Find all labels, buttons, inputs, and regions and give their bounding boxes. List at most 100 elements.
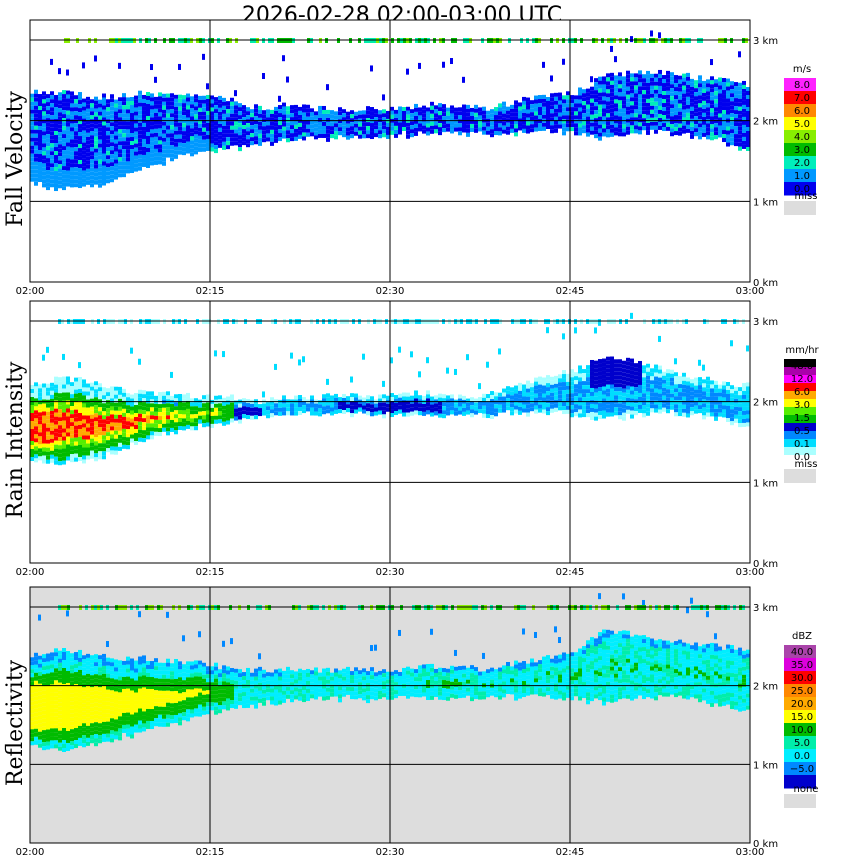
rain-intensity-colorbar-label: 6.0	[794, 387, 810, 398]
rain-intensity-miss-swatch	[784, 469, 816, 483]
reflectivity-colorbar: dBZ 40.0 35.0 30.0 25.0 20.0 15.0 10.0 5.0 0.0 −5.…	[784, 631, 818, 808]
reflectivity-y-tick: 1 km	[753, 760, 778, 771]
fall-velocity-colorbar-unit: m/s	[793, 64, 811, 75]
rain-intensity-colorbar-swatch	[784, 359, 816, 368]
reflectivity-colorbar-swatch	[784, 762, 816, 776]
rain-intensity-colorbar-swatch	[784, 431, 816, 440]
rain-intensity-x-tick: 03:00	[736, 567, 765, 578]
fall-velocity-colorbar-swatch	[784, 91, 816, 105]
reflectivity-x-tick: 02:30	[376, 847, 405, 858]
rain-intensity-panel: 0 km 1 km 2 km 3 km 02:00 02:15 02:30 02:45 03:0…	[3, 300, 820, 578]
fall-velocity-y-tick: 3 km	[753, 36, 778, 47]
fall-velocity-grid	[30, 20, 750, 282]
fall-velocity-colorbar-label: 3.0	[794, 145, 810, 156]
rain-intensity-frame	[29, 300, 751, 564]
fall-velocity-x-tick: 02:30	[376, 286, 405, 297]
fall-velocity-colorbar-swatch	[784, 156, 816, 170]
reflectivity-colorbar-swatch	[784, 697, 816, 711]
fall-velocity-x-tick: 02:15	[196, 286, 225, 297]
reflectivity-colorbar-label: −5.0	[790, 764, 814, 775]
reflectivity-frame	[29, 586, 751, 844]
reflectivity-colorbar-label: 40.0	[791, 647, 813, 658]
rain-intensity-echo-field	[30, 312, 750, 466]
fall-velocity-colorbar-swatch	[784, 104, 816, 118]
reflectivity-colorbar-label: 10.0	[791, 725, 813, 736]
reflectivity-y-tick: 0 km	[753, 839, 778, 850]
reflectivity-grid	[30, 587, 750, 843]
fall-velocity-colorbar-swatch	[784, 143, 816, 157]
reflectivity-colorbar-label: 35.0	[791, 660, 813, 671]
reflectivity-x-tick: 02:00	[16, 847, 45, 858]
rain-intensity-colorbar-swatch	[784, 383, 816, 392]
reflectivity-x-tick: 03:00	[736, 847, 765, 858]
fall-velocity-miss-swatch	[784, 201, 816, 215]
fall-velocity-y-tick: 2 km	[753, 117, 778, 128]
rain-intensity-colorbar-swatch	[784, 439, 816, 448]
rain-intensity-colorbar-label: 12.0	[791, 374, 813, 385]
reflectivity-colorbar-label: 0.0	[794, 751, 810, 762]
reflectivity-y-tick: 2 km	[753, 682, 778, 693]
fall-velocity-colorbar-label: 5.0	[794, 119, 810, 130]
rain-intensity-colorbar-swatch	[784, 391, 816, 400]
fall-velocity-colorbar-swatch	[784, 117, 816, 131]
fall-velocity-colorbar-swatch	[784, 169, 816, 183]
reflectivity-colorbar-swatch	[784, 723, 816, 737]
rain-intensity-colorbar-label: 48.0	[791, 361, 813, 372]
rain-intensity-colorbar-label: 3.0	[794, 400, 810, 411]
reflectivity-colorbar-label: 20.0	[791, 699, 813, 710]
reflectivity-colorbar-swatch	[784, 736, 816, 750]
rain-intensity-y-tick: 0 km	[753, 559, 778, 570]
rain-intensity-colorbar-swatch	[784, 447, 816, 456]
rain-intensity-colorbar-unit: mm/hr	[785, 345, 819, 356]
rain-intensity-colorbar-label: 1.5	[794, 413, 810, 424]
rain-intensity-colorbar-swatch	[784, 367, 816, 376]
reflectivity-panel: 0 km 1 km 2 km 3 km 02:00 02:15 02:30 02:45 03:0…	[3, 586, 818, 858]
fall-velocity-colorbar-label: 7.0	[794, 93, 810, 104]
fall-velocity-miss-label: miss	[795, 191, 818, 202]
fall-velocity-colorbar-label: 0.0	[794, 184, 810, 195]
rain-intensity-colorbar-swatch	[784, 375, 816, 384]
rain-intensity-y-tick: 3 km	[753, 317, 778, 328]
rain-intensity-colorbar-label: 0.5	[794, 426, 810, 437]
reflectivity-colorbar-label: 5.0	[794, 738, 810, 749]
reflectivity-colorbar-swatch	[784, 658, 816, 672]
fall-velocity-y-tick: 1 km	[753, 197, 778, 208]
rain-intensity-colorbar-swatch	[784, 455, 816, 464]
reflectivity-colorbar-label: 30.0	[791, 673, 813, 684]
fall-velocity-y-label: Fall Velocity	[3, 91, 28, 227]
reflectivity-colorbar-swatch	[784, 710, 816, 724]
reflectivity-colorbar-unit: dBZ	[792, 631, 812, 642]
fall-velocity-colorbar-label: 6.0	[794, 106, 810, 117]
reflectivity-colorbar-swatch	[784, 671, 816, 685]
rain-intensity-y-label: Rain Intensity	[3, 361, 28, 518]
rain-intensity-colorbar-swatch	[784, 407, 816, 416]
rain-intensity-y-tick: 1 km	[753, 478, 778, 489]
rain-intensity-y-tick: 2 km	[753, 398, 778, 409]
reflectivity-x-tick: 02:45	[556, 847, 585, 858]
fall-velocity-echo-field	[30, 30, 750, 192]
fall-velocity-panel: 0 km 1 km 2 km 3 km 02:00 02:15 02:30 02:45 03:0…	[3, 19, 817, 297]
fall-velocity-colorbar-swatch	[784, 78, 816, 92]
reflectivity-colorbar-swatch	[784, 775, 816, 789]
fall-velocity-colorbar-label: 1.0	[794, 171, 810, 182]
reflectivity-x-tick: 02:15	[196, 847, 225, 858]
rain-intensity-x-tick: 02:45	[556, 567, 585, 578]
rain-intensity-colorbar-swatch	[784, 399, 816, 408]
rain-intensity-colorbar-label: 0.0	[794, 452, 810, 463]
reflectivity-colorbar-label: 25.0	[791, 686, 813, 697]
reflectivity-y-tick: 3 km	[753, 603, 778, 614]
rain-intensity-x-tick: 02:30	[376, 567, 405, 578]
fall-velocity-x-tick: 03:00	[736, 286, 765, 297]
fall-velocity-y-tick: 0 km	[753, 278, 778, 289]
rain-intensity-colorbar-swatch	[784, 415, 816, 424]
fall-velocity-colorbar-label: 2.0	[794, 158, 810, 169]
rain-intensity-grid	[30, 301, 750, 563]
fall-velocity-x-tick: 02:45	[556, 286, 585, 297]
reflectivity-miss-swatch	[784, 794, 816, 808]
rain-intensity-colorbar-swatch	[784, 423, 816, 432]
rain-intensity-colorbar-label: 0.1	[794, 439, 810, 450]
fall-velocity-colorbar-label: 8.0	[794, 80, 810, 91]
